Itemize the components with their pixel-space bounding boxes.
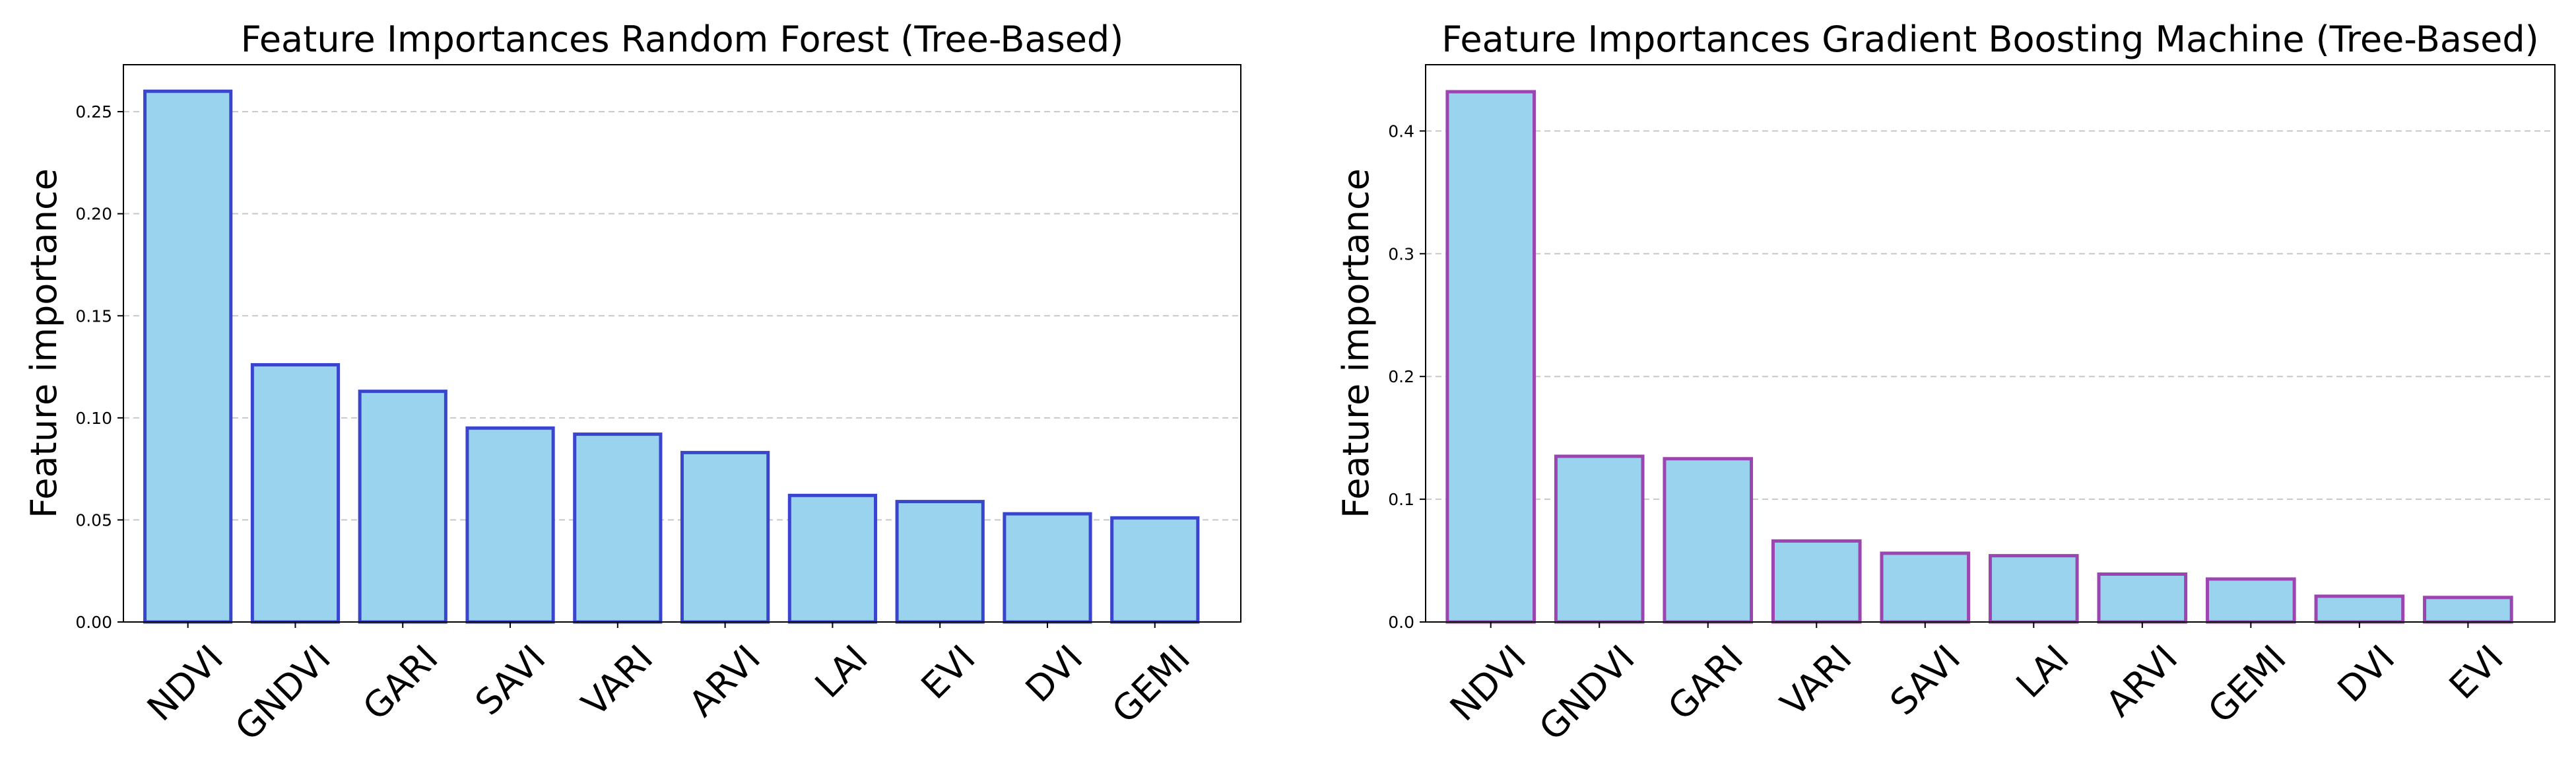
chart-title: Feature Importances Gradient Boosting Ma… — [1441, 18, 2538, 60]
y-tick-label: 0.1 — [1388, 490, 1414, 509]
y-tick-label: 0.4 — [1388, 121, 1414, 141]
x-tick-label-lai: LAI — [2008, 637, 2077, 706]
x-tick-label-evi: EVI — [2441, 637, 2511, 707]
bar-arvi — [680, 450, 770, 624]
y-tick-label: 0.0 — [1388, 613, 1414, 632]
bar-vari — [1771, 539, 1862, 624]
y-tick-label: 0.10 — [75, 409, 112, 428]
y-tick-label: 0.05 — [75, 510, 112, 530]
bar-gndvi — [1554, 454, 1645, 624]
y-tick-label: 0.25 — [75, 102, 112, 121]
bar-vari — [573, 432, 663, 624]
bar-dvi — [2314, 594, 2405, 624]
bar-ndvi — [1445, 90, 1536, 624]
x-tick-label-ndvi: NDVI — [1442, 637, 1534, 729]
y-tick-label: 0.00 — [75, 613, 112, 632]
bar-dvi — [1003, 512, 1092, 624]
x-tick-label-gemi: GEMI — [2200, 637, 2294, 731]
x-tick-label-gndvi: GNDVI — [1531, 637, 1643, 749]
x-tick-label-gndvi: GNDVI — [227, 637, 339, 749]
x-tick-label-dvi: DVI — [1018, 637, 1091, 710]
bar-gemi — [2206, 577, 2296, 624]
bar-gari — [358, 390, 447, 624]
y-axis-label: Feature importance — [1335, 168, 1377, 518]
chart-title: Feature Importances Random Forest (Tree-… — [241, 18, 1124, 60]
x-tick-label-arvi: ARVI — [2098, 637, 2185, 724]
bar-gari — [1663, 457, 1754, 624]
x-tick-label-gemi: GEMI — [1104, 637, 1198, 731]
y-tick-label: 0.3 — [1388, 244, 1414, 263]
y-tick-label: 0.2 — [1388, 367, 1414, 386]
x-tick-label-vari: VARI — [574, 637, 661, 724]
y-axis-label: Feature importance — [23, 168, 65, 518]
bar-evi — [2423, 596, 2513, 624]
y-tick-label: 0.20 — [75, 205, 112, 224]
x-tick-label-savi: SAVI — [1882, 637, 1969, 724]
x-tick-label-gari: GARI — [1660, 637, 1751, 728]
x-tick-label-dvi: DVI — [2330, 637, 2403, 710]
bar-gndvi — [250, 362, 341, 624]
plot-frame — [123, 64, 1241, 623]
bar-savi — [465, 426, 555, 624]
bar-ndvi — [143, 89, 233, 624]
x-tick-label-lai: LAI — [807, 637, 876, 706]
bar-lai — [1989, 554, 2079, 624]
plot-frame — [1425, 64, 2556, 623]
y-tick-label: 0.15 — [75, 306, 112, 326]
bar-gemi — [1110, 516, 1200, 624]
x-tick-label-gari: GARI — [355, 637, 446, 728]
bar-arvi — [2097, 572, 2188, 624]
x-tick-label-arvi: ARVI — [681, 637, 768, 724]
bar-lai — [787, 493, 878, 624]
x-tick-label-evi: EVI — [913, 637, 983, 707]
x-tick-label-ndvi: NDVI — [139, 637, 231, 729]
bar-savi — [1880, 551, 1971, 624]
x-tick-label-savi: SAVI — [467, 637, 554, 724]
bar-evi — [895, 500, 985, 624]
x-tick-label-vari: VARI — [1773, 637, 1860, 724]
